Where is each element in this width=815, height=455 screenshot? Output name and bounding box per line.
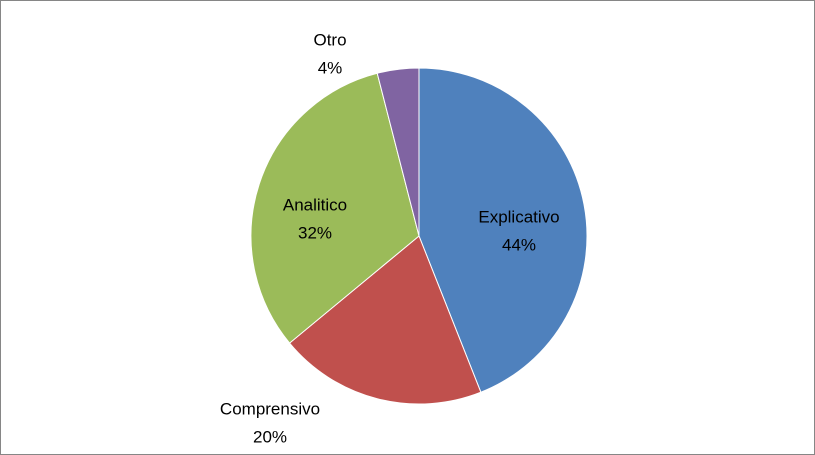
slice-label: Otro [313, 30, 346, 49]
pie-slice [288, 235, 482, 405]
slice-label: Analitico [283, 195, 347, 214]
slice-label: Explicativo [478, 207, 559, 226]
slice-value-label: 4% [318, 58, 343, 77]
slice-value-label: 44% [502, 235, 536, 254]
slice-value-label: 32% [298, 223, 332, 242]
pie-slice [418, 67, 588, 393]
slice-label: Comprensivo [220, 399, 320, 418]
pie-slice [376, 67, 420, 237]
slice-value-label: 20% [253, 427, 287, 446]
pie-slice [250, 72, 420, 344]
